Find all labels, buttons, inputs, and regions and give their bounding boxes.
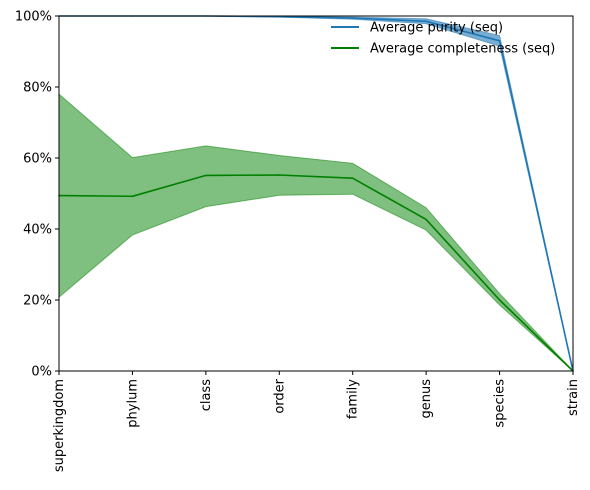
- x-tick-label: phylum: [125, 379, 140, 428]
- average-completeness-seq-point: [351, 177, 354, 179]
- legend: Average purity (seq) Average completeness…: [331, 21, 555, 57]
- average-completeness-seq-point: [131, 195, 134, 198]
- x-tick-label: strain: [566, 379, 581, 416]
- x-axis: superkingdom phylum class order family genus s…: [52, 371, 581, 472]
- average-completeness-seq-legend-label: Average completeness (seq): [370, 42, 555, 57]
- average-completeness-seq-point: [278, 174, 281, 176]
- average-completeness-seq-point: [498, 299, 501, 301]
- average-purity-seq-legend-label: Average purity (seq): [370, 21, 503, 36]
- average-purity-seq-point: [498, 40, 501, 42]
- y-axis: 0% 20% 40% 60% 80% 100%: [15, 10, 59, 380]
- x-tick-label: order: [272, 378, 287, 413]
- average-completeness-seq-point: [425, 218, 427, 221]
- y-tick-label: 100%: [15, 10, 52, 25]
- x-tick-label: family: [346, 379, 361, 419]
- average-completeness-seq-line: [58, 174, 574, 372]
- y-tick-label: 20%: [23, 294, 52, 309]
- average-purity-seq-point: [351, 17, 354, 19]
- y-tick-label: 40%: [23, 223, 52, 238]
- average-purity-seq-point: [425, 20, 427, 23]
- confidence-bands: [58, 15, 574, 372]
- y-tick-label: 80%: [23, 81, 52, 96]
- x-tick-label: species: [493, 379, 508, 428]
- x-tick-label: class: [199, 379, 214, 411]
- x-tick-label: genus: [419, 379, 434, 419]
- plot-area: [58, 15, 574, 372]
- y-tick-label: 60%: [23, 152, 52, 167]
- y-tick-label: 0%: [31, 365, 52, 380]
- plot-frame: [58, 15, 574, 372]
- average-completeness-seq-band: [58, 93, 574, 372]
- average-completeness-seq-point: [205, 174, 207, 177]
- x-tick-label: superkingdom: [52, 379, 67, 472]
